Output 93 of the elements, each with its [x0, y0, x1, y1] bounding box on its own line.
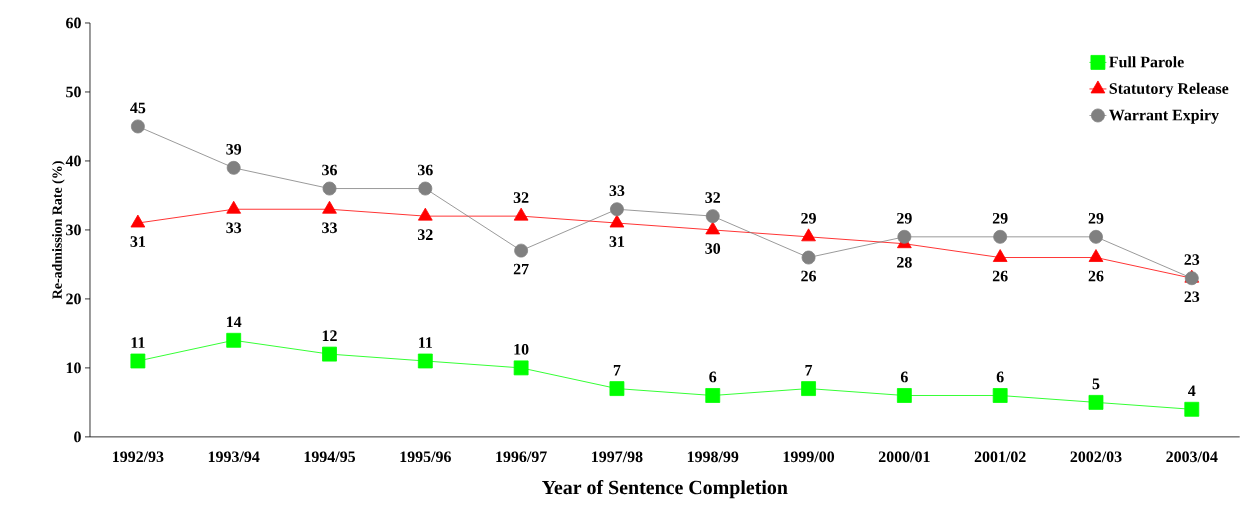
- point: [705, 221, 721, 235]
- x-tick-label: 1993/94: [208, 451, 260, 463]
- data-label: 33: [226, 222, 242, 234]
- data-label: 11: [131, 337, 145, 348]
- data-label: 39: [226, 144, 242, 155]
- data-label: 29: [801, 213, 816, 224]
- point: [609, 214, 625, 228]
- y-tick-label: 30: [66, 224, 81, 236]
- point: [418, 181, 433, 196]
- y-tick-label: 50: [66, 86, 81, 98]
- point: [896, 388, 912, 403]
- data-label: 10: [514, 344, 529, 355]
- point: [513, 360, 529, 376]
- data-label: 31: [609, 236, 625, 247]
- point: [1089, 229, 1103, 244]
- x-tick-label: 1992/93: [113, 451, 164, 463]
- data-label: 23: [1184, 254, 1200, 266]
- point: [514, 243, 529, 258]
- point: [130, 214, 146, 228]
- y-tick-label: 20: [66, 293, 81, 305]
- data-label: 32: [705, 192, 721, 203]
- data-label: 45: [130, 102, 146, 114]
- x-axis-title: Year of Sentence Completion: [542, 480, 788, 499]
- point: [322, 200, 337, 214]
- x-tick-label: 1998/99: [687, 451, 739, 463]
- point: [705, 388, 721, 403]
- x-tick-label: 1995/96: [400, 451, 451, 463]
- data-label: 36: [417, 164, 433, 176]
- point: [801, 250, 816, 265]
- x-tick-label: 2000/01: [878, 451, 930, 463]
- legend-label: Warrant Expiry: [1109, 109, 1219, 124]
- data-label: 11: [419, 337, 433, 348]
- point: [130, 119, 145, 134]
- point: [801, 381, 816, 397]
- data-label: 31: [130, 236, 146, 247]
- data-label: 14: [227, 316, 242, 328]
- data-label: 4: [1188, 385, 1196, 397]
- x-tick-label: 2001/02: [974, 451, 1026, 463]
- data-label: 27: [513, 263, 529, 275]
- legend-label: Statutory Release: [1109, 82, 1229, 98]
- data-label: 26: [992, 270, 1008, 282]
- data-label: 23: [1184, 291, 1200, 303]
- data-label: 6: [709, 371, 717, 383]
- data-label: 6: [996, 371, 1004, 383]
- point: [992, 249, 1008, 262]
- point: [226, 161, 241, 175]
- data-label: 12: [322, 330, 337, 341]
- point: [897, 229, 912, 244]
- data-label: 7: [805, 365, 813, 376]
- y-tick-label: 0: [74, 431, 81, 443]
- data-label: 33: [609, 185, 625, 197]
- data-label: 29: [1088, 213, 1104, 224]
- data-label: 26: [801, 270, 817, 282]
- data-label: 5: [1092, 378, 1100, 390]
- x-tick-label: 1994/95: [304, 451, 356, 463]
- data-label: 36: [322, 164, 338, 176]
- data-label: 32: [513, 192, 529, 203]
- point: [322, 346, 337, 362]
- data-label: 28: [897, 256, 912, 268]
- data-label: 6: [900, 371, 908, 383]
- legend-label: Full Parole: [1109, 56, 1184, 68]
- point: [417, 207, 433, 221]
- point: [226, 200, 242, 214]
- point: [610, 202, 624, 217]
- y-tick-label: 40: [65, 155, 81, 167]
- point: [226, 332, 242, 348]
- data-label: 33: [322, 222, 337, 234]
- x-tick-label: 2002/03: [1070, 451, 1122, 463]
- point: [609, 381, 625, 397]
- data-label: 29: [992, 213, 1008, 224]
- point: [993, 229, 1008, 244]
- data-label: 32: [417, 229, 433, 241]
- x-tick-label: 1997/98: [592, 451, 643, 463]
- point: [322, 181, 337, 196]
- x-tick-label: 2003/04: [1166, 451, 1218, 463]
- y-tick-label: 10: [66, 362, 81, 374]
- data-label: 26: [1088, 270, 1104, 282]
- data-label: 29: [897, 213, 912, 224]
- point: [1184, 401, 1200, 417]
- point: [513, 207, 529, 221]
- y-axis-title: Re-admission Rate (%): [52, 161, 65, 300]
- point: [705, 209, 720, 224]
- data-label: 7: [613, 365, 621, 376]
- point: [801, 228, 816, 242]
- point: [1088, 395, 1104, 410]
- x-tick-label: 1999/00: [783, 451, 835, 463]
- point: [1088, 249, 1104, 262]
- data-label: 30: [705, 243, 721, 254]
- point: [992, 388, 1008, 403]
- point: [130, 353, 146, 369]
- y-tick-label: 60: [66, 17, 81, 29]
- point: [417, 353, 433, 369]
- x-tick-label: 1996/97: [496, 451, 547, 463]
